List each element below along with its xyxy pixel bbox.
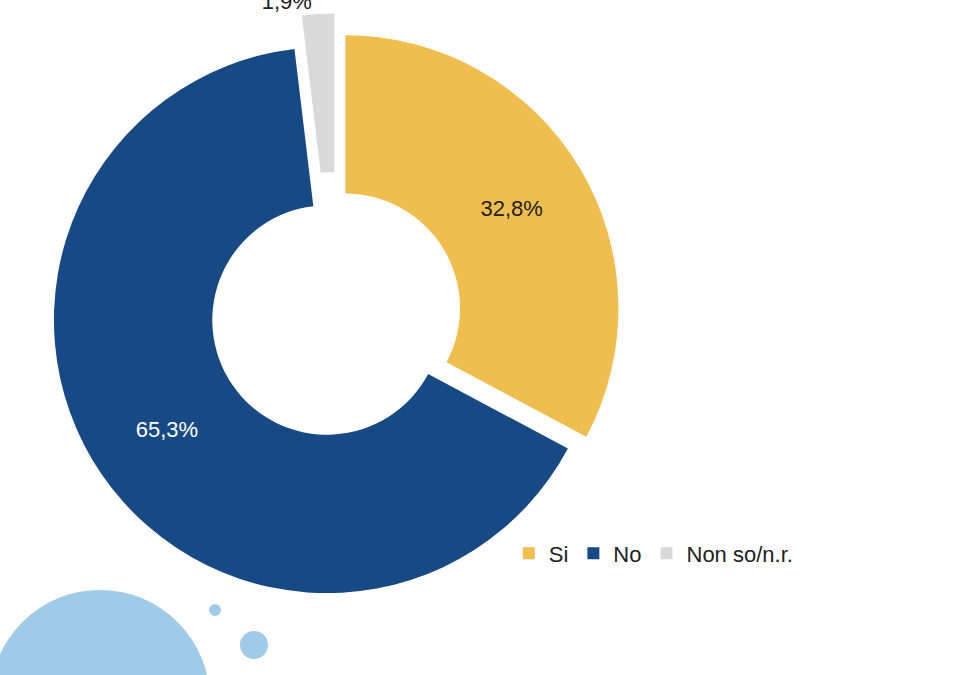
svg-text:32,8%: 32,8% (480, 196, 542, 221)
svg-text:Si: Si (549, 542, 569, 567)
svg-text:No: No (613, 542, 641, 567)
svg-text:Non so/n.r.: Non so/n.r. (686, 542, 792, 567)
svg-text:65,3%: 65,3% (136, 417, 198, 442)
svg-text:1,9%: 1,9% (262, 0, 312, 14)
